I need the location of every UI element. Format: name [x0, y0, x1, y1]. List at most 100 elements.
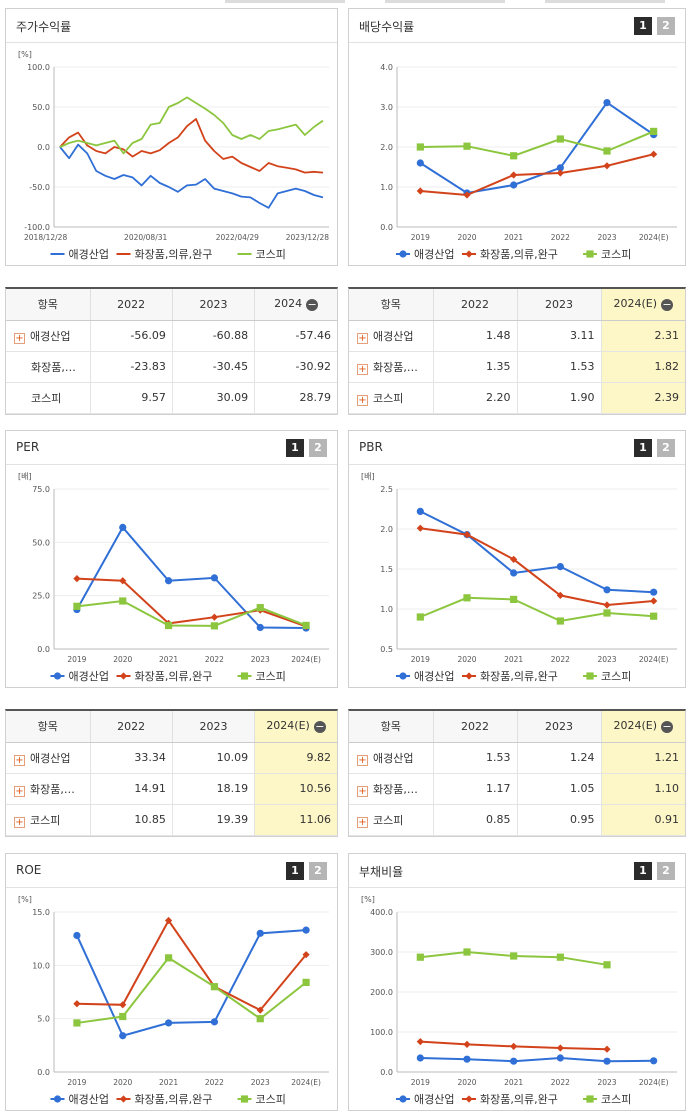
data-point: [650, 150, 658, 158]
x-tick-label: 2021: [159, 1078, 178, 1087]
x-tick-label: 2021: [504, 233, 523, 242]
row-name[interactable]: + 코스피: [349, 804, 433, 836]
page-2-button[interactable]: 2: [657, 862, 675, 880]
collapse-icon[interactable]: −: [661, 298, 674, 312]
pbr-chart: [배] 2.5 2.0 1.5 1.0 0.5 2019 2020 2021 2022 2023 20…: [361, 472, 677, 683]
table-row: + 애경산업 -56.09 -60.88 -57.46: [6, 320, 337, 352]
expand-icon[interactable]: +: [357, 785, 368, 797]
table-row: + 애경산업 33.34 10.09 9.82: [6, 742, 337, 774]
series-company: [416, 1054, 658, 1065]
table-cell: 19.39: [171, 804, 255, 836]
data-point: [416, 159, 424, 167]
legend-label: 코스피: [601, 1093, 631, 1106]
legend-label: 애경산업: [414, 1093, 454, 1106]
panel-title: 부채비율: [359, 865, 404, 879]
table-cell: -57.46: [254, 320, 337, 352]
top-edge-bar: [225, 0, 665, 4]
row-name[interactable]: + 코스피: [6, 804, 90, 836]
data-point: [603, 99, 611, 107]
series-company: [416, 507, 658, 596]
row-name[interactable]: + 애경산업: [349, 320, 433, 352]
legend: 애경산업 화장품,의류,완구 코스피: [50, 248, 286, 261]
row-name[interactable]: + 화장품,의…: [349, 351, 433, 383]
collapse-icon[interactable]: −: [306, 298, 319, 312]
table-cell: 1.90: [516, 382, 601, 414]
page-1-button[interactable]: 1: [634, 17, 652, 35]
row-name[interactable]: + 코스피: [349, 382, 433, 414]
data-point: [556, 617, 564, 625]
y-tick-label: 1.5: [380, 565, 393, 574]
expand-icon[interactable]: +: [14, 816, 25, 828]
expand-icon[interactable]: +: [357, 394, 368, 406]
y-tick-label: 3.0: [380, 103, 393, 112]
data-point: [556, 164, 564, 172]
expand-icon[interactable]: +: [357, 754, 368, 766]
y-tick-label: 50.0: [32, 538, 50, 547]
page-2-button[interactable]: 2: [657, 17, 675, 35]
data-point: [463, 1040, 471, 1048]
series-line: [76, 577, 307, 628]
table-cell: 1.53: [516, 351, 601, 383]
collapse-icon[interactable]: −: [661, 720, 674, 734]
row-name[interactable]: + 애경산업: [349, 742, 433, 774]
page-2-button[interactable]: 2: [309, 862, 327, 880]
x-tick-label: 2021: [504, 1078, 523, 1087]
legend-label: 화장품,의류,완구: [135, 670, 213, 683]
table-header: 2022: [432, 289, 517, 321]
expand-icon[interactable]: +: [357, 332, 368, 344]
table-row: + 화장품,의… 1.35 1.53 1.82: [349, 351, 685, 383]
table-cell: -23.83: [89, 351, 173, 383]
expand-icon[interactable]: +: [14, 754, 25, 766]
collapse-icon[interactable]: −: [313, 720, 326, 734]
series-line-industry: [59, 118, 324, 174]
data-point: [463, 1055, 471, 1063]
table-cell: 11.06: [254, 804, 337, 836]
table-cell: -30.92: [254, 351, 337, 383]
x-tick-label: 2019: [67, 1078, 86, 1087]
table-cell: -56.09: [89, 320, 173, 352]
series-industry: [416, 524, 658, 609]
expand-icon[interactable]: +: [357, 363, 368, 375]
legend-label: 코스피: [601, 248, 631, 261]
data-point: [73, 575, 81, 583]
data-point: [463, 142, 471, 150]
legend-marker: [399, 250, 407, 258]
row-name[interactable]: + 화장품,의…: [349, 773, 433, 805]
table-cell: 0.85: [432, 804, 517, 836]
data-point: [556, 563, 564, 571]
data-point: [416, 613, 424, 621]
table-row: + 애경산업 1.53 1.24 1.21: [349, 742, 685, 774]
expand-icon[interactable]: +: [14, 785, 25, 797]
page-2-button[interactable]: 2: [657, 439, 675, 457]
table-row: + 코스피 10.85 19.39 11.06: [6, 804, 337, 836]
legend-label: 코스피: [601, 670, 631, 683]
roe-chart: [%]15.0 10.0 5.0 0.0 2019 2020 2021 2022 2023 202…: [18, 895, 329, 1106]
data-point: [416, 953, 424, 961]
series-company: [73, 926, 310, 1040]
legend-label: 화장품,의류,완구: [480, 248, 558, 261]
y-tick-label: 0.5: [380, 645, 393, 654]
row-name[interactable]: + 애경산업: [6, 742, 90, 774]
legend-label: 애경산업: [414, 670, 454, 683]
dividend-yield-table: 항목 2022 2023 2024(E) − + 애경산업 1.48 3.11 2.31 + 화장품,…: [348, 287, 686, 415]
page-1-button[interactable]: 1: [286, 439, 304, 457]
page-1-button[interactable]: 1: [634, 439, 652, 457]
data-point: [302, 926, 310, 934]
x-tick-label: 2024(E): [639, 233, 669, 242]
pbr-table: 항목 2022 2023 2024(E) − + 애경산업 1.53 1.24 1.21 + 화장품,…: [348, 709, 686, 837]
expand-icon[interactable]: +: [357, 816, 368, 828]
page-1-button[interactable]: 1: [634, 862, 652, 880]
legend-label: 화장품,의류,완구: [480, 1093, 558, 1106]
y-tick-label: 300.0: [370, 948, 393, 957]
page-1-button[interactable]: 1: [286, 862, 304, 880]
row-name[interactable]: + 화장품,의…: [6, 773, 90, 805]
expand-icon[interactable]: +: [14, 332, 25, 344]
data-point: [463, 191, 471, 199]
data-point: [650, 588, 658, 596]
data-point: [119, 523, 127, 531]
data-point: [256, 929, 264, 937]
series-line: [76, 599, 307, 627]
row-name[interactable]: + 애경산업: [6, 320, 90, 352]
page-2-button[interactable]: 2: [309, 439, 327, 457]
